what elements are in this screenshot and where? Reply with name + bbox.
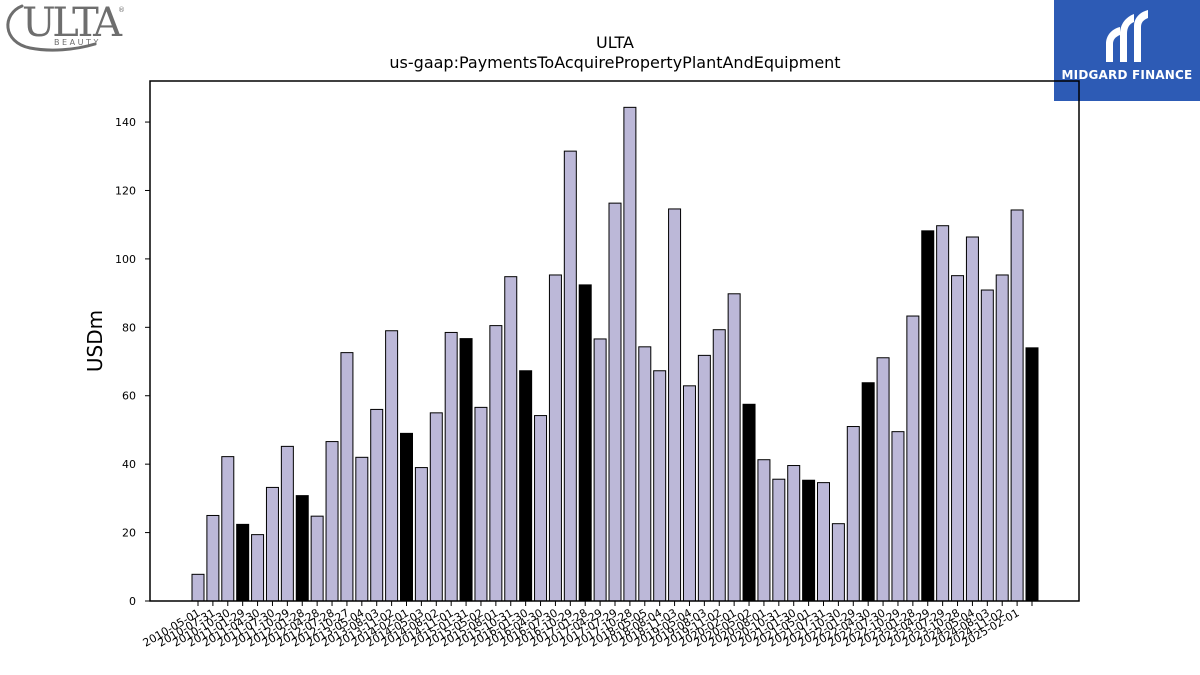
bar: [1025, 347, 1039, 602]
bar: [593, 338, 607, 602]
chart-title: ULTA: [596, 33, 634, 52]
y-tick-label: 0: [129, 595, 136, 608]
bar: [295, 495, 309, 602]
bar: [578, 284, 592, 602]
bar: [891, 431, 905, 602]
bar: [221, 456, 235, 602]
bar: [519, 370, 533, 602]
bar: [876, 357, 890, 602]
bar: [995, 274, 1009, 602]
ulta-logo-wordmark: ULTA: [22, 0, 123, 46]
bar: [831, 523, 845, 602]
bar: [385, 330, 399, 602]
bar: [548, 274, 562, 602]
y-tick-label: 100: [115, 253, 136, 266]
bar: [370, 408, 384, 602]
bar: [980, 289, 994, 602]
bar: [459, 338, 473, 602]
bar: [936, 225, 950, 602]
y-tick-label: 60: [122, 390, 136, 403]
bar: [563, 150, 577, 602]
y-tick-label: 120: [115, 184, 136, 197]
bar: [802, 479, 816, 602]
bar: [906, 315, 920, 602]
bar: [325, 441, 339, 602]
bar: [623, 106, 637, 602]
bar: [191, 573, 205, 602]
bar: [861, 382, 875, 602]
bar: [1010, 209, 1024, 602]
plot-area-frame: [149, 80, 1080, 602]
ulta-logo-subtext: B E A U T Y: [54, 38, 98, 47]
chart-subtitle: us-gaap:PaymentsToAcquirePropertyPlantAn…: [389, 53, 840, 72]
bars-layer: [191, 106, 1039, 602]
bar: [444, 331, 458, 602]
y-tick-label: 20: [122, 527, 136, 540]
bar: [742, 403, 756, 602]
y-tick-label: 140: [115, 116, 136, 129]
bar: [355, 456, 369, 602]
bar: [310, 515, 324, 602]
y-tick-label: 80: [122, 321, 136, 334]
bar: [697, 354, 711, 602]
bar: [206, 514, 220, 602]
bar: [608, 202, 622, 602]
bar: [251, 534, 265, 602]
midgard-finance-wordmark: MIDGARD FINANCE: [1061, 68, 1193, 82]
bar: [653, 370, 667, 602]
bar: [951, 275, 965, 602]
x-axis-ticks: 2010-05-012010-07-312010-10-302011-01-29…: [141, 601, 1033, 650]
bar: [712, 329, 726, 602]
bar: [489, 325, 503, 602]
bar: [414, 467, 428, 602]
bar: [474, 406, 488, 602]
bar: [236, 523, 250, 602]
bar: [534, 415, 548, 602]
bar: [682, 385, 696, 602]
bar: [668, 208, 682, 602]
midgard-emblem-icon: [1106, 10, 1148, 62]
bar: [400, 432, 413, 602]
bar: [340, 352, 354, 602]
bar: [727, 293, 741, 602]
ulta-logo-registered-mark: ®: [118, 6, 125, 14]
bar: [772, 478, 786, 602]
bar: [846, 426, 860, 602]
bar: [638, 346, 652, 602]
bar: [504, 276, 518, 602]
y-axis-label: USDm: [83, 310, 107, 372]
ulta-beauty-logo: ULTA ® B E A U T Y: [0, 0, 140, 60]
bar: [429, 412, 443, 602]
bar: [757, 459, 771, 602]
y-axis-ticks: 0 20 40 60 80 100 120 140: [115, 116, 150, 608]
bar: [921, 230, 935, 602]
bar: [280, 445, 294, 602]
y-tick-label: 40: [122, 458, 136, 471]
bar: [787, 465, 801, 602]
bar: [817, 482, 830, 602]
bar: [265, 486, 279, 602]
bar: [965, 236, 979, 602]
